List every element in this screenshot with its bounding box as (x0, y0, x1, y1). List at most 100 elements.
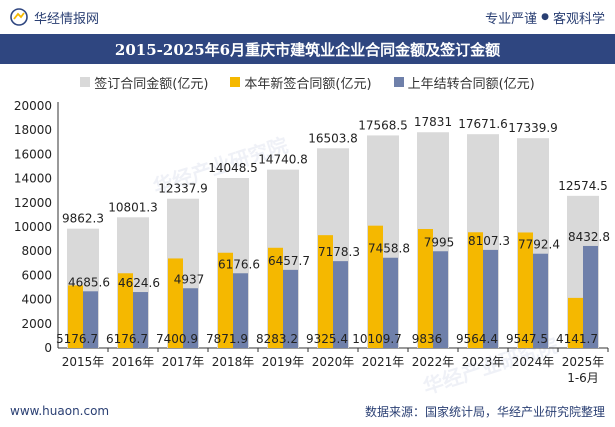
chart-legend: 签订合同金额(亿元) 本年新签合同额(亿元) 上年结转合同额(亿元) (0, 72, 615, 92)
label-carry: 7792.4 (518, 238, 560, 252)
bar-new (318, 235, 333, 348)
label-carry: 7995 (424, 235, 455, 249)
label-total: 14740.8 (258, 153, 308, 167)
x-tick-label: 2025年 1-6月 (562, 355, 605, 385)
x-tick-label: 2022年 (412, 355, 455, 369)
y-tick-label: 18000 (14, 123, 52, 137)
tagline: 专业严谨 ● 客观科学 (485, 8, 605, 27)
bar-carry (283, 269, 298, 348)
label-new: 4141.7 (556, 332, 598, 346)
brand-name: 华经情报网 (34, 11, 100, 27)
label-carry: 6176.6 (218, 257, 260, 271)
x-tick-label: 2018年 (212, 355, 255, 369)
label-carry: 7458.8 (368, 242, 410, 256)
label-new: 10109.7 (352, 332, 402, 346)
legend-item-carry: 上年结转合同额(亿元) (393, 72, 535, 92)
footer: www.huaon.com 数据来源：国家统计局，华经产业研究院整理 (0, 395, 615, 427)
label-carry: 4937 (174, 272, 205, 286)
bar-carry (533, 253, 548, 348)
x-tick-label: 2020年 (312, 355, 355, 369)
bar-new (68, 285, 83, 348)
legend-label-carry: 上年结转合同额(亿元) (407, 76, 535, 92)
label-carry: 4685.6 (68, 275, 110, 289)
footer-url: www.huaon.com (10, 404, 110, 418)
bar-new (468, 232, 483, 348)
y-tick-label: 8000 (21, 244, 52, 258)
legend-label-new: 本年新签合同额(亿元) (244, 76, 372, 92)
label-new: 9325.4 (306, 332, 348, 346)
label-total: 17831 (414, 115, 452, 129)
label-carry: 8432.8 (568, 230, 610, 244)
y-tick-label: 10000 (14, 220, 52, 234)
y-tick-label: 0 (44, 341, 52, 355)
x-tick-label: 2021年 (362, 355, 405, 369)
legend-swatch-total (80, 77, 91, 87)
bar-new (268, 247, 283, 348)
legend-swatch-new (230, 77, 241, 87)
label-new: 7400.9 (156, 332, 198, 346)
bar-carry (383, 257, 398, 348)
label-total: 17339.9 (508, 121, 558, 135)
y-tick-label: 4000 (21, 293, 52, 307)
label-total: 9862.3 (62, 212, 104, 226)
x-tick-label: 2016年 (112, 355, 155, 369)
x-tick-label: 2024年 (512, 355, 555, 369)
bar-carry (233, 273, 248, 348)
y-tick-label: 2000 (21, 317, 52, 331)
y-tick-label: 20000 (14, 99, 52, 113)
legend-swatch-carry (393, 77, 404, 87)
label-carry: 7178.3 (318, 245, 360, 259)
chart-title-bar: 2015-2025年6月重庆市建筑业企业合同金额及签订金额 (0, 34, 615, 64)
bar-carry (133, 292, 148, 348)
bar-carry (483, 249, 498, 348)
x-tick-label: 2015年 (62, 355, 105, 369)
bar-carry (183, 288, 198, 348)
label-new: 9836 (412, 332, 443, 346)
label-carry: 6457.7 (268, 254, 310, 268)
tagline-left: 专业严谨 (485, 11, 538, 27)
y-tick-label: 16000 (14, 147, 52, 161)
label-total: 17671.6 (458, 117, 508, 131)
bar-new (568, 297, 583, 348)
bar-new (118, 273, 133, 348)
x-tick-label: 2019年 (262, 355, 305, 369)
bar-carry (583, 245, 598, 348)
label-carry: 8107.3 (468, 234, 510, 248)
bar-new (418, 228, 433, 348)
label-new: 9564.4 (456, 332, 498, 346)
y-tick-label: 14000 (14, 172, 52, 186)
x-tick-label: 2023年 (462, 355, 505, 369)
chart-plot: 0 2000 4000 6000 8000 10000 12000 14000 16000 180… (14, 99, 610, 385)
legend-item-total: 签订合同金额(亿元) (80, 72, 208, 92)
label-total: 12337.9 (158, 182, 208, 196)
brand-logo-icon (10, 8, 28, 26)
bar-carry (433, 251, 448, 348)
bar-new (168, 258, 183, 348)
legend-label-total: 签订合同金额(亿元) (94, 76, 209, 92)
label-new: 6176.7 (106, 332, 148, 346)
label-total: 16503.8 (308, 131, 358, 145)
label-new: 9547.5 (506, 332, 548, 346)
label-carry: 4624.6 (118, 276, 160, 290)
label-total: 17568.5 (358, 118, 408, 132)
brand: 华经情报网 (10, 8, 99, 27)
legend-item-new: 本年新签合同额(亿元) (230, 72, 372, 92)
bar-new (368, 225, 383, 348)
x-tick-label: 2017年 (162, 355, 205, 369)
bar-new (218, 252, 233, 348)
bar-carry (83, 291, 98, 348)
chart-title: 2015-2025年6月重庆市建筑业企业合同金额及签订金额 (114, 40, 501, 59)
tagline-separator: ● (541, 12, 549, 22)
y-tick-label: 12000 (14, 196, 52, 210)
label-new: 7871.9 (206, 332, 248, 346)
bar-new (518, 232, 533, 348)
label-total: 12574.5 (558, 179, 608, 193)
bar-carry (333, 261, 348, 348)
label-new: 5176.7 (56, 332, 98, 346)
label-new: 8283.2 (256, 332, 298, 346)
label-total: 14048.5 (208, 161, 258, 175)
footer-source: 数据来源：国家统计局，华经产业研究院整理 (364, 404, 605, 419)
tagline-right: 客观科学 (552, 11, 605, 27)
y-tick-label: 6000 (21, 268, 52, 282)
top-bar: 华经情报网 专业严谨 ● 客观科学 (0, 0, 615, 34)
